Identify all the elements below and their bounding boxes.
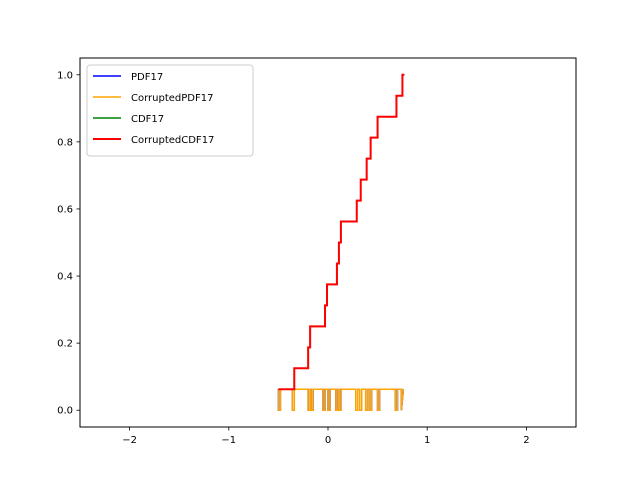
legend-label-0: PDF17 <box>131 72 163 83</box>
y-tick-label-4: 0.8 <box>57 137 73 148</box>
series-line-3 <box>278 73 405 391</box>
x-tick-label-2: 0 <box>325 435 331 446</box>
plot-area <box>277 73 405 411</box>
legend-label-3: CorruptedCDF17 <box>131 135 214 146</box>
y-tick-label-1: 0.2 <box>57 339 73 350</box>
y-axis: 0.0 0.2 0.4 0.6 0.8 1.0 <box>57 70 80 417</box>
x-tick-label-0: −2 <box>122 435 137 446</box>
x-tick-label-1: −1 <box>221 435 236 446</box>
legend: PDF17 CorruptedPDF17 CDF17 CorruptedCDF17 <box>86 64 254 157</box>
x-tick-label-3: 1 <box>424 435 430 446</box>
y-tick-label-3: 0.6 <box>57 204 73 215</box>
y-tick-label-0: 0.0 <box>57 406 73 417</box>
legend-label-1: CorruptedPDF17 <box>131 93 213 104</box>
x-axis: −2 −1 0 1 2 <box>122 427 530 446</box>
y-tick-label-5: 1.0 <box>57 70 73 81</box>
y-tick-label-2: 0.4 <box>57 272 73 283</box>
series-line-1 <box>277 388 405 411</box>
legend-label-2: CDF17 <box>131 114 164 125</box>
x-tick-label-4: 2 <box>523 435 529 446</box>
legend-box <box>86 64 254 157</box>
axes-frame <box>79 57 577 428</box>
